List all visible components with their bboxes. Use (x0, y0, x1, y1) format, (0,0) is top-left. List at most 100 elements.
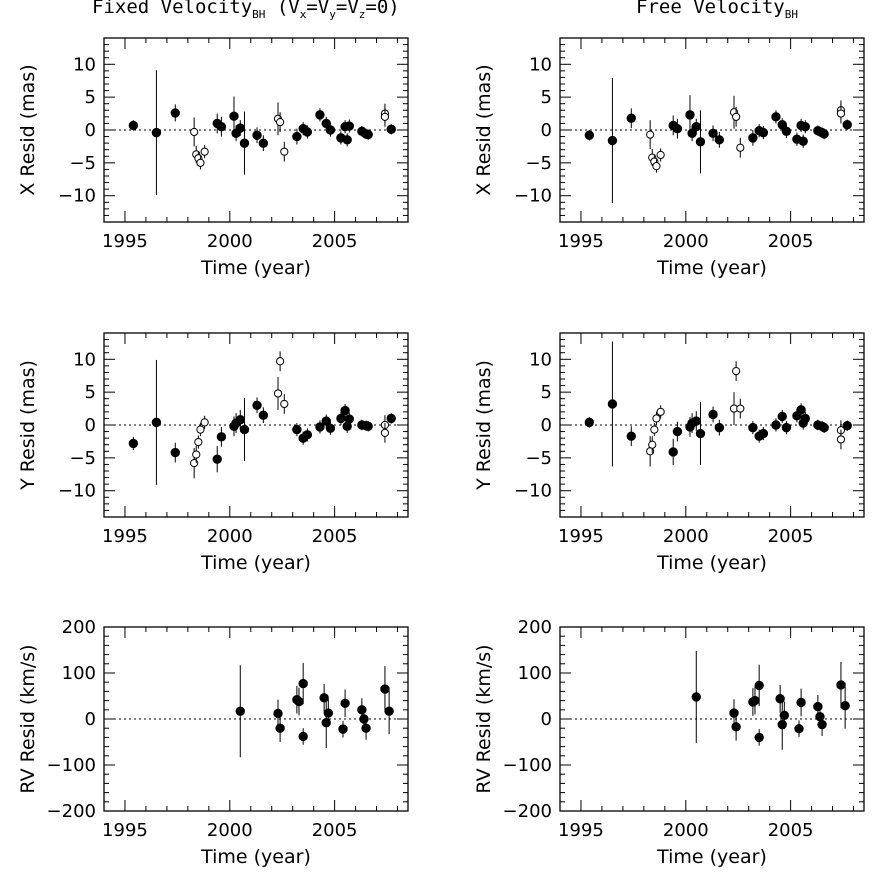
free-y-point-filled (695, 428, 706, 439)
fixed-x-point-open (276, 118, 285, 127)
fixed-rv-point-filled (321, 717, 331, 728)
free-rv-xlabel: Time (year) (656, 846, 767, 868)
fixed-rv-point-filled (384, 706, 394, 716)
free-rv-ytick-label: 0 (541, 709, 552, 730)
free-y-point-filled (607, 399, 618, 409)
free-x-ylabel: X Resid (mas) (473, 64, 495, 195)
free-y-point-open (648, 440, 657, 449)
fixed-rv-point-filled (323, 708, 334, 718)
title-fixed-cond-eq2: =V (335, 0, 359, 18)
free-x-point-filled (842, 120, 852, 130)
fixed-x-point-filled (235, 123, 245, 133)
free-y-xtick-label: 1995 (558, 526, 604, 547)
free-rv-point-filled (836, 680, 846, 690)
fixed-y-xlabel: Time (year) (200, 552, 311, 574)
free-rv-point-filled (817, 719, 827, 730)
free-rv-point-filled (794, 723, 804, 734)
free-x-point-filled (607, 135, 618, 146)
fixed-x-point-filled (229, 111, 239, 121)
free-x-point-filled (781, 126, 792, 137)
fixed-y-point-open (276, 357, 285, 366)
fixed-y-point-filled (151, 417, 162, 428)
fixed-y-point-open (280, 399, 289, 409)
free-y-point-filled (708, 409, 718, 420)
free-y-point-open (836, 435, 846, 444)
free-rv-xtick-label: 2005 (768, 820, 814, 841)
free-rv-xtick-label: 2000 (663, 820, 709, 841)
title-free-velocity: Free VelocityBH (636, 0, 798, 21)
free-x-ytick-label: 10 (529, 54, 552, 75)
fixed-y-point-filled (302, 430, 313, 440)
fixed-y-point-filled (239, 424, 250, 435)
title-free-main: Free Velocity (636, 0, 785, 18)
free-rv-point-filled (731, 722, 741, 732)
free-x-point-filled (584, 130, 595, 140)
fixed-x-point-filled (342, 135, 352, 145)
fixed-x-point-open (200, 147, 209, 156)
free-y-point-filled (691, 416, 701, 426)
free-x-point-filled (626, 113, 636, 123)
fixed-rv-point-filled (357, 705, 367, 715)
free-x-point-filled (708, 128, 718, 138)
fixed-y-point-filled (340, 405, 350, 416)
free-y-ytick-label: 0 (541, 415, 552, 436)
free-y-point-filled (626, 431, 636, 441)
fixed-x-xtick-label: 2005 (312, 231, 358, 252)
free-y-point-filled (584, 417, 595, 428)
fixed-y-point-open (200, 418, 209, 427)
fixed-y-point-filled (128, 438, 139, 449)
fixed-x-point-filled (216, 122, 227, 132)
free-x-point-open (836, 109, 846, 118)
free-rv-point-filled (729, 708, 739, 718)
free-y-point-open (656, 407, 665, 416)
fixed-y-point-filled (321, 416, 331, 426)
fixed-y-point-open (196, 425, 205, 434)
fixed-y-ytick-label: −5 (69, 448, 96, 469)
fixed-x-point-filled (325, 125, 336, 135)
free-rv-xtick-label: 1995 (558, 820, 604, 841)
free-y-point-filled (819, 422, 829, 433)
free-x-point-open (652, 162, 661, 171)
fixed-y-ytick-label: 5 (85, 382, 96, 403)
free-rv-point-filled (796, 697, 806, 708)
free-y-point-filled (796, 405, 806, 415)
free-rv-point-filled (775, 694, 785, 704)
free-y-xtick-label: 2005 (768, 526, 814, 547)
free-y-point-filled (758, 428, 769, 439)
fixed-x-point-open (380, 112, 390, 121)
fixed-y-point-filled (292, 424, 302, 435)
fixed-rv-point-filled (380, 684, 390, 694)
title-free-sub: BH (784, 7, 798, 21)
fixed-rv-xtick-label: 1995 (102, 820, 148, 841)
fixed-y-point-filled (235, 415, 245, 425)
free-x-xtick-label: 2000 (663, 231, 709, 252)
free-y-ytick-label: 5 (541, 382, 552, 403)
fixed-y-point-filled (325, 423, 336, 433)
fixed-x-point-filled (151, 127, 162, 138)
title-fixed-cond-end: =0) (365, 0, 400, 18)
fixed-x-ylabel: X Resid (mas) (17, 64, 39, 195)
fixed-rv-point-filled (340, 698, 350, 709)
free-x-ytick-label: 5 (541, 87, 552, 108)
fixed-y-ytick-label: 10 (73, 349, 96, 370)
free-rv-ytick-label: 200 (518, 617, 552, 638)
fixed-y-point-filled (336, 413, 346, 424)
free-x-point-filled (758, 127, 769, 138)
fixed-x-ytick-label: −10 (58, 186, 96, 207)
fixed-x-point-filled (344, 121, 354, 131)
fixed-y-point-open (273, 389, 283, 398)
free-x-xtick-label: 1995 (558, 231, 604, 252)
title-fixed-condition: (V (265, 0, 300, 18)
free-rv-ytick-label: 100 (518, 663, 552, 684)
fixed-x-ytick-label: 10 (73, 54, 96, 75)
fixed-rv-ytick-label: 200 (62, 617, 96, 638)
free-y-point-open (652, 414, 661, 423)
free-x-point-filled (800, 122, 810, 132)
fixed-rv-point-filled (359, 714, 369, 724)
title-fixed-velocity: Fixed VelocityBH (Vx=Vy=Vz=0) (92, 0, 400, 21)
fixed-y-ytick-label: −10 (58, 481, 96, 502)
fixed-rv-xtick-label: 2005 (312, 820, 358, 841)
free-x-point-filled (691, 122, 701, 132)
free-x-ytick-label: 0 (541, 120, 552, 141)
fixed-y-point-filled (258, 410, 269, 420)
